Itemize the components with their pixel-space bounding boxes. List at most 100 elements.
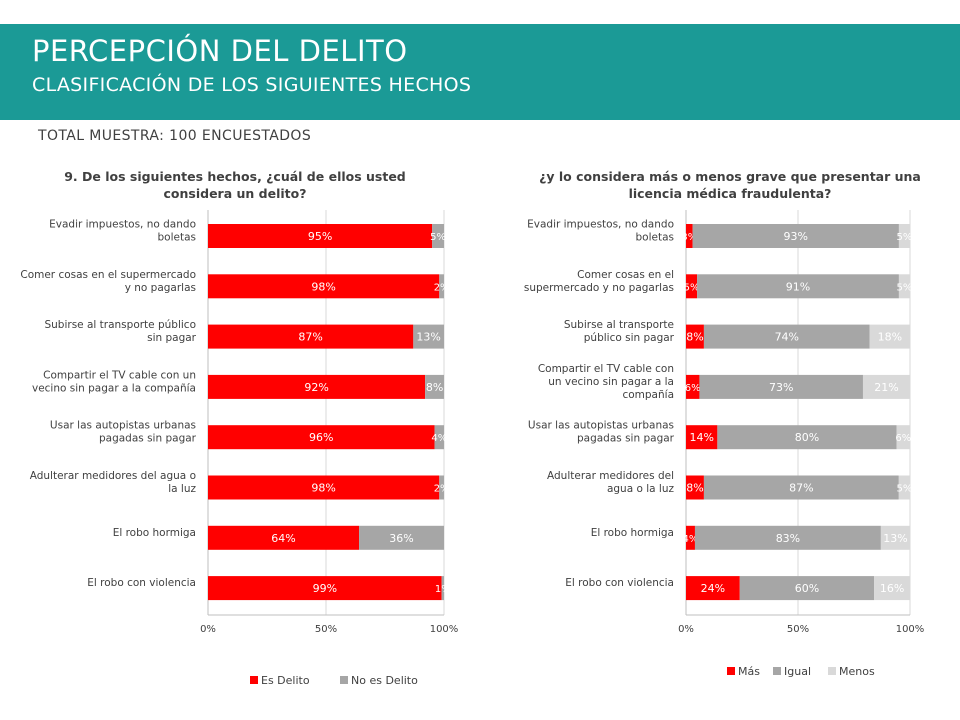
category-label: Comer cosas en el supermercado y no pagar… bbox=[20, 269, 196, 294]
bar-segment-es-delito bbox=[208, 425, 435, 450]
category-label: Evadir impuestos, no dando boletas bbox=[49, 219, 196, 244]
category-label: Subirse al transporte público sin pagar bbox=[564, 319, 675, 344]
legend-label: No es Delito bbox=[351, 674, 418, 687]
data-label: 8% bbox=[686, 482, 703, 495]
category-label-line: Comer cosas en el bbox=[577, 269, 674, 281]
data-label: 95% bbox=[308, 230, 332, 243]
data-label: 2% bbox=[434, 282, 450, 293]
bar-segment-no-es-delito bbox=[439, 475, 444, 500]
data-label: 5% bbox=[684, 282, 700, 293]
bar-segment-más bbox=[686, 576, 740, 601]
legend-swatch bbox=[727, 667, 735, 675]
bar-segment-igual bbox=[697, 274, 899, 299]
legend-label: Es Delito bbox=[261, 674, 310, 687]
page-title: PERCEPCIÓN DEL DELITO bbox=[32, 34, 408, 68]
bar-segment-es-delito bbox=[208, 576, 442, 601]
x-tick-label: 50% bbox=[315, 624, 337, 635]
category-label: Compartir el TV cable con un vecino sin p… bbox=[538, 363, 674, 401]
data-label: 5% bbox=[896, 484, 912, 495]
data-label: 13% bbox=[883, 532, 907, 545]
category-label: Usar las autopistas urbanas pagadas sin p… bbox=[50, 420, 197, 445]
legend-label: Igual bbox=[784, 665, 811, 678]
bar-segment-igual bbox=[717, 425, 897, 450]
category-label-line: El robo con violencia bbox=[565, 577, 674, 589]
x-tick-label: 100% bbox=[896, 624, 925, 635]
category-label-line: boletas bbox=[636, 232, 675, 244]
data-label: 24% bbox=[701, 582, 725, 595]
bar-segment-menos bbox=[874, 576, 910, 601]
data-label: 92% bbox=[304, 381, 328, 394]
bar-segment-igual bbox=[699, 374, 863, 399]
data-label: 5% bbox=[897, 282, 913, 293]
chart-1-title: 9. De los siguientes hechos, ¿cuál de el… bbox=[64, 169, 406, 201]
bar-segment-más bbox=[686, 475, 704, 500]
data-label: 5% bbox=[897, 232, 913, 243]
data-label: 64% bbox=[271, 532, 295, 545]
category-label: Adulterar medidores del agua o la luz bbox=[547, 470, 674, 495]
bar-segment-no-es-delito bbox=[359, 525, 444, 550]
bar-segment-no-es-delito bbox=[434, 425, 444, 450]
data-label: 99% bbox=[313, 582, 337, 595]
bar-segment-es-delito bbox=[208, 324, 414, 349]
category-label: El robo hormiga bbox=[113, 527, 196, 539]
category-label-line: pagadas sin pagar bbox=[577, 433, 675, 445]
bar-segment-igual bbox=[703, 324, 870, 349]
bar-segment-no-es-delito bbox=[439, 274, 444, 299]
category-label-line: público sin pagar bbox=[584, 332, 675, 344]
category-label: El robo con violencia bbox=[565, 577, 674, 589]
data-label: 91% bbox=[786, 280, 810, 293]
data-label: 4% bbox=[683, 534, 699, 545]
data-label: 80% bbox=[795, 431, 819, 444]
bar-segment-igual bbox=[692, 224, 899, 248]
bar-segment-es-delito bbox=[208, 224, 433, 248]
data-label: 13% bbox=[416, 331, 440, 344]
legend-swatch bbox=[340, 676, 348, 684]
data-label: 21% bbox=[874, 381, 898, 394]
bar-segment-más bbox=[686, 425, 718, 450]
bar-segment-no-es-delito bbox=[432, 224, 444, 248]
category-label-line: Compartir el TV cable con bbox=[538, 363, 674, 375]
category-label-line: vecino sin pagar a la compañía bbox=[32, 382, 196, 394]
category-label-line: la luz bbox=[168, 483, 196, 495]
data-label: 74% bbox=[775, 331, 799, 344]
data-label: 6% bbox=[685, 383, 701, 394]
header-banner: PERCEPCIÓN DEL DELITO CLASIFICACIÓN DE L… bbox=[0, 24, 960, 120]
bar-segment-igual bbox=[694, 525, 881, 550]
bar-segment-menos bbox=[862, 374, 910, 399]
category-label: El robo hormiga bbox=[591, 527, 674, 539]
category-label-line: Usar las autopistas urbanas bbox=[528, 420, 674, 432]
category-label-line: supermercado y no pagarlas bbox=[524, 282, 674, 294]
page-subtitle: CLASIFICACIÓN DE LOS SIGUIENTES HECHOS bbox=[32, 74, 472, 96]
bar-segment-más bbox=[686, 224, 693, 248]
data-label: 6% bbox=[895, 433, 911, 444]
category-label: El robo con violencia bbox=[87, 577, 196, 589]
bar-segment-menos bbox=[898, 274, 910, 299]
category-label-line: compañía bbox=[622, 389, 674, 401]
sample-size-text: TOTAL MUESTRA: 100 ENCUESTADOS bbox=[38, 128, 312, 144]
bar-segment-es-delito bbox=[208, 525, 360, 550]
bar-segment-menos bbox=[898, 475, 910, 500]
bar-segment-no-es-delito bbox=[441, 576, 444, 601]
legend-swatch bbox=[773, 667, 781, 675]
category-label: Usar las autopistas urbanas pagadas sin p… bbox=[528, 420, 675, 445]
category-label-line: boletas bbox=[158, 232, 197, 244]
legend-label: Más bbox=[738, 665, 760, 678]
x-tick-label: 0% bbox=[678, 624, 694, 635]
category-label: Compartir el TV cable con un vecino sin p… bbox=[32, 369, 196, 394]
legend-label: Menos bbox=[839, 665, 875, 678]
bar-segment-no-es-delito bbox=[425, 374, 444, 399]
bar-segment-más bbox=[686, 324, 704, 349]
data-label: 3% bbox=[681, 232, 697, 243]
category-label: Evadir impuestos, no dando boletas bbox=[527, 219, 674, 244]
bar-segment-menos bbox=[880, 525, 910, 550]
category-label-line: un vecino sin pagar a la bbox=[548, 376, 674, 388]
data-label: 87% bbox=[789, 482, 813, 495]
bar-segment-menos bbox=[869, 324, 910, 349]
category-label-line: El robo hormiga bbox=[591, 527, 674, 539]
bar-segment-es-delito bbox=[208, 374, 426, 399]
category-label-line: y no pagarlas bbox=[125, 282, 196, 294]
bar-segment-más bbox=[686, 525, 695, 550]
category-label-line: El robo hormiga bbox=[113, 527, 196, 539]
data-label: 16% bbox=[880, 582, 904, 595]
